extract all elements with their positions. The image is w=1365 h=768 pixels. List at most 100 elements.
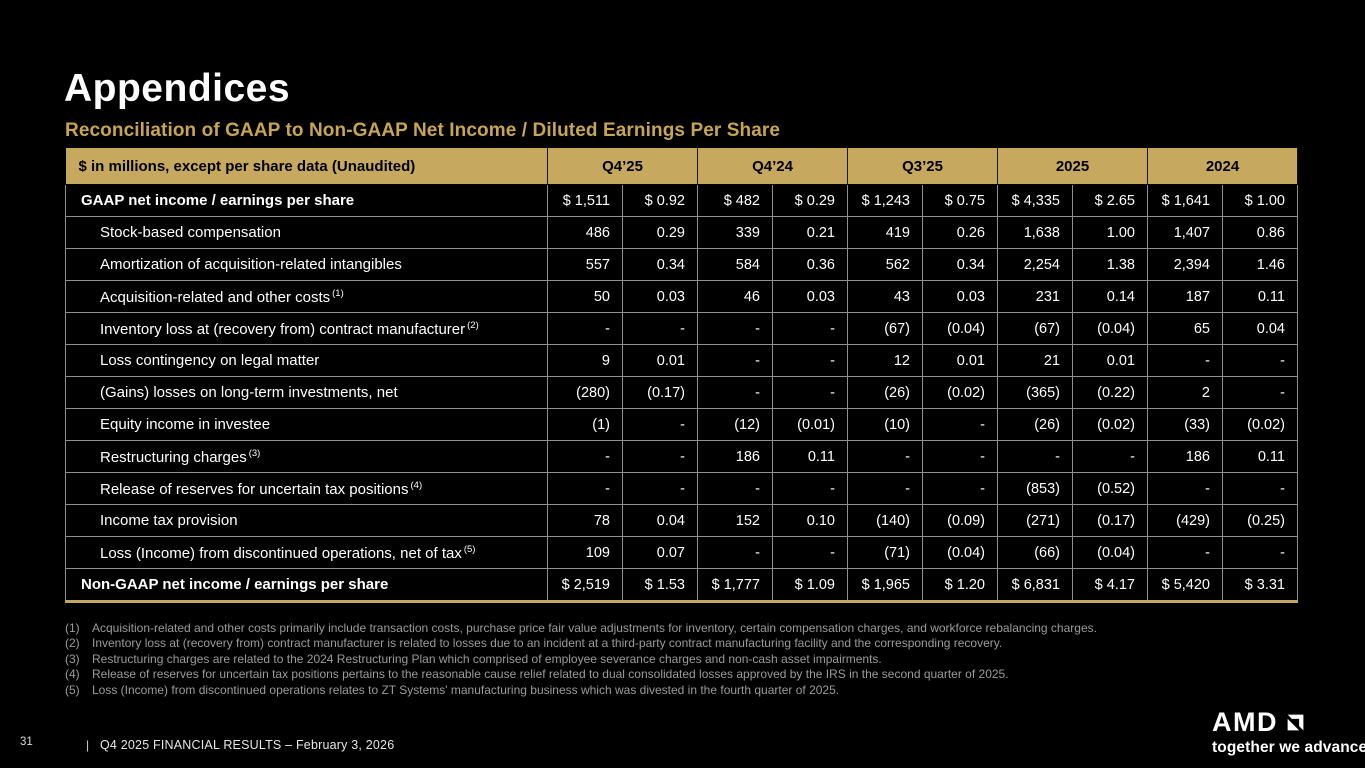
footnote-number: (5) [65, 682, 80, 697]
row-value: 486 [547, 216, 623, 249]
row-value: $ 1,243 [847, 184, 923, 217]
footnote-number: (1) [65, 621, 80, 635]
footnote-text: Loss (Income) from discontinued operatio… [92, 682, 840, 697]
table-header-col: Q4’24 [697, 148, 848, 185]
footnote-ref: (4) [410, 479, 423, 491]
row-value: - [547, 440, 623, 473]
row-value: 50 [547, 280, 623, 313]
row-value: 0.04 [622, 504, 698, 537]
row-value: (71) [847, 536, 923, 569]
row-value: $ 1,641 [1147, 184, 1223, 217]
footnote: (3) Restructuring charges are related to … [65, 652, 1097, 667]
table-row: Amortization of acquisition-related inta… [65, 248, 1298, 281]
footnote-number: (4) [65, 667, 80, 682]
row-value: 0.11 [1222, 440, 1298, 473]
table-row: GAAP net income / earnings per share $ 1,… [65, 184, 1298, 217]
row-value: $ 2,519 [547, 568, 623, 602]
footnote: (1) Acquisition-related and other costs p… [65, 621, 1097, 636]
row-label: Inventory loss at (recovery from) contra… [65, 312, 548, 345]
row-value: $ 4.17 [1072, 568, 1148, 602]
table-header-col: 2025 [997, 148, 1148, 185]
table-header-col: Q4’25 [547, 148, 698, 185]
table-row: Release of reserves for uncertain tax po… [65, 472, 1298, 505]
row-value: - [547, 312, 623, 345]
row-label: (Gains) losses on long-term investments,… [65, 376, 548, 409]
row-value: 12 [847, 344, 923, 377]
row-value: (365) [997, 376, 1073, 409]
row-value: (0.04) [922, 312, 998, 345]
row-value: - [772, 536, 848, 569]
row-value: (33) [1147, 408, 1223, 441]
row-value: 0.11 [772, 440, 848, 473]
row-value: 109 [547, 536, 623, 569]
row-value: - [772, 472, 848, 505]
row-value: - [547, 472, 623, 505]
slide-subtitle: Reconciliation of GAAP to Non-GAAP Net I… [65, 120, 781, 141]
row-value: (0.02) [922, 376, 998, 409]
row-value: 1.00 [1072, 216, 1148, 249]
row-value: $ 1.09 [772, 568, 848, 602]
table-header-row: $ in millions, except per share data (Un… [65, 148, 1298, 185]
row-label: Non-GAAP net income / earnings per share [65, 568, 548, 602]
row-value: 186 [697, 440, 773, 473]
table-row: Inventory loss at (recovery from) contra… [65, 312, 1298, 345]
footnote: (4) Release of reserves for uncertain tax… [65, 667, 1097, 682]
row-value: (0.17) [1072, 504, 1148, 537]
row-value: $ 0.75 [922, 184, 998, 217]
row-value: - [1072, 440, 1148, 473]
row-value: 1.38 [1072, 248, 1148, 281]
row-value: (0.22) [1072, 376, 1148, 409]
row-value: 2,254 [997, 248, 1073, 281]
row-value: - [922, 472, 998, 505]
row-value: - [772, 344, 848, 377]
row-value: - [1222, 536, 1298, 569]
row-value: (853) [997, 472, 1073, 505]
row-value: 0.07 [622, 536, 698, 569]
row-value: 0.03 [622, 280, 698, 313]
row-value: (0.02) [1072, 408, 1148, 441]
table-header-col: Q3’25 [847, 148, 998, 185]
row-value: (10) [847, 408, 923, 441]
row-value: $ 1.20 [922, 568, 998, 602]
row-value: - [697, 376, 773, 409]
row-value: (67) [847, 312, 923, 345]
page-number: 31 [20, 736, 33, 748]
row-value: - [1222, 344, 1298, 377]
row-value: - [997, 440, 1073, 473]
table-row: Stock-based compensation 486 0.29 339 0.21 41… [65, 216, 1298, 249]
row-value: 419 [847, 216, 923, 249]
row-value: $ 4,335 [997, 184, 1073, 217]
table-body: GAAP net income / earnings per share $ 1,… [65, 184, 1298, 602]
row-value: 0.01 [922, 344, 998, 377]
row-value: $ 5,420 [1147, 568, 1223, 602]
row-value: 21 [997, 344, 1073, 377]
row-value: - [1222, 376, 1298, 409]
row-value: 557 [547, 248, 623, 281]
row-value: (0.01) [772, 408, 848, 441]
row-value: (0.52) [1072, 472, 1148, 505]
table-header-col: 2024 [1147, 148, 1298, 185]
table-row: (Gains) losses on long-term investments,… [65, 376, 1298, 409]
row-value: - [622, 472, 698, 505]
row-value: (0.04) [1072, 536, 1148, 569]
row-value: 2 [1147, 376, 1223, 409]
row-value: 0.03 [922, 280, 998, 313]
row-value: 0.03 [772, 280, 848, 313]
row-value: $ 0.29 [772, 184, 848, 217]
row-value: (0.02) [1222, 408, 1298, 441]
row-value: - [697, 472, 773, 505]
row-value: 562 [847, 248, 923, 281]
row-value: - [922, 408, 998, 441]
row-value: (140) [847, 504, 923, 537]
footnote: (2) Inventory loss at (recovery from) con… [65, 636, 1097, 651]
row-value: $ 1,511 [547, 184, 623, 217]
row-value: $ 3.31 [1222, 568, 1298, 602]
row-value: (429) [1147, 504, 1223, 537]
row-value: $ 482 [697, 184, 773, 217]
row-label: Loss (Income) from discontinued operatio… [65, 536, 548, 569]
row-value: 1,407 [1147, 216, 1223, 249]
row-value: - [1147, 472, 1223, 505]
row-value: - [772, 376, 848, 409]
row-value: 231 [997, 280, 1073, 313]
footnote-text: Inventory loss at (recovery from) contra… [92, 636, 1003, 651]
